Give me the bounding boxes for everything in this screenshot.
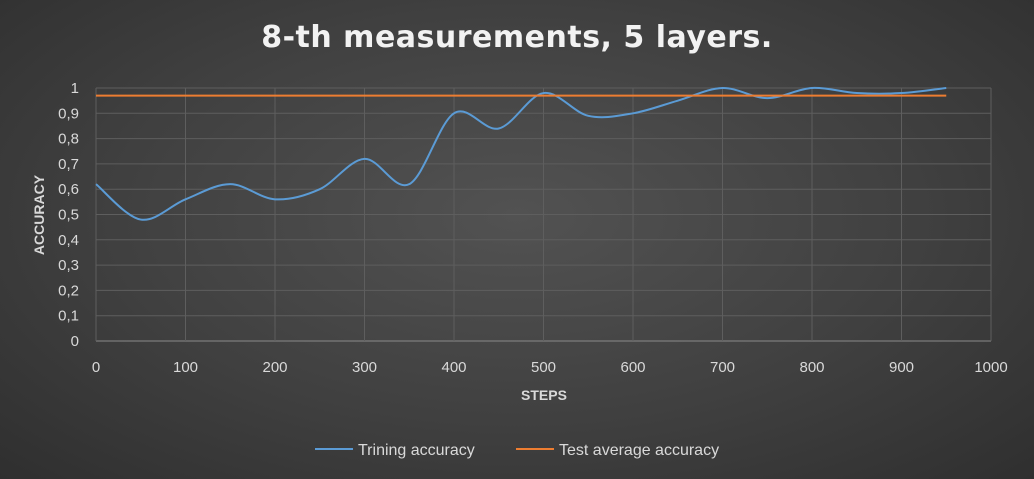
x-tick-label: 300 <box>352 359 377 376</box>
series-lines <box>95 86 947 221</box>
y-tick-label: 0,6 <box>58 181 79 198</box>
chart-title: 8-th measurements, 5 layers. <box>261 20 773 55</box>
y-tick-label: 0,7 <box>58 156 79 173</box>
x-tick-label: 100 <box>173 359 198 376</box>
y-tick-label: 0,9 <box>58 105 79 122</box>
x-tick-label: 0 <box>92 359 100 376</box>
series-line-0 <box>95 86 947 221</box>
legend-label: Test average accuracy <box>559 442 719 459</box>
y-tick-label: 0 <box>71 333 79 350</box>
x-tick-label: 900 <box>889 359 914 376</box>
gridlines <box>95 87 992 342</box>
x-tick-label: 700 <box>710 359 735 376</box>
x-axis-title: STEPS <box>521 387 567 403</box>
x-tick-label: 500 <box>531 359 556 376</box>
y-tick-label: 0,4 <box>58 232 79 249</box>
y-tick-label: 1 <box>71 80 79 97</box>
y-axis-ticks: 0 0,1 0,2 0,3 0,4 0,5 0,6 0,7 0,8 0,9 1 <box>58 80 79 350</box>
x-tick-label: 600 <box>620 359 645 376</box>
legend: Trining accuracy Test average accuracy <box>315 442 719 459</box>
x-tick-label: 1000 <box>974 359 1007 376</box>
x-tick-label: 200 <box>262 359 287 376</box>
y-tick-label: 0,2 <box>58 282 79 299</box>
x-tick-label: 800 <box>799 359 824 376</box>
x-tick-label: 400 <box>441 359 466 376</box>
y-axis-title: ACCURACY <box>31 174 47 255</box>
y-tick-label: 0,3 <box>58 257 79 274</box>
y-tick-label: 0,8 <box>58 131 79 148</box>
y-tick-label: 0,5 <box>58 207 79 224</box>
y-tick-label: 0,1 <box>58 308 79 325</box>
legend-label: Trining accuracy <box>358 442 475 459</box>
x-axis-ticks: 0 100 200 300 400 500 600 700 800 900 1000 <box>92 359 1008 376</box>
